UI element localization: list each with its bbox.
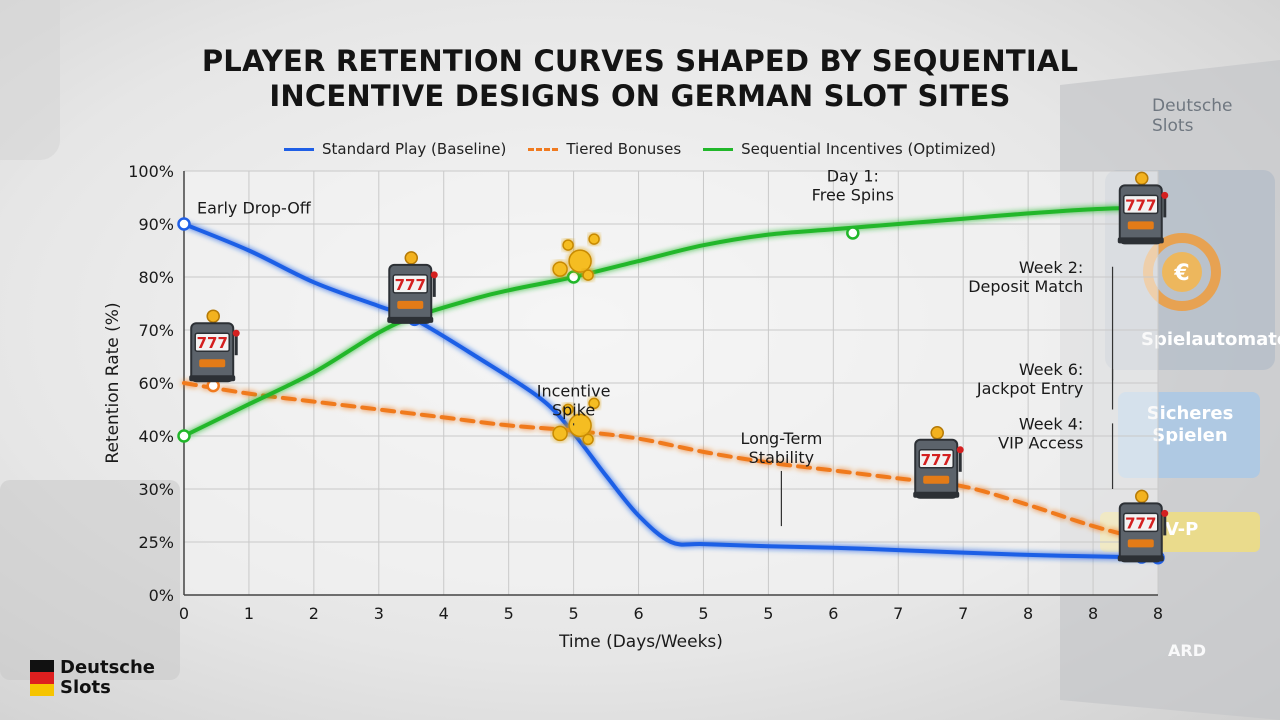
annotation-label: Day 1: bbox=[827, 167, 879, 186]
annotation-label: Deposit Match bbox=[968, 277, 1083, 296]
coin-icon bbox=[568, 249, 592, 273]
coin-icon bbox=[582, 433, 594, 446]
chart-title-line2: INCENTIVE DESIGNS ON GERMAN SLOT SITES bbox=[269, 79, 1011, 113]
x-tick-label: 8 bbox=[1088, 604, 1098, 623]
series-line-sequential bbox=[182, 205, 1160, 438]
annotation-label: Week 6: bbox=[1019, 360, 1084, 379]
annotation-label: Stability bbox=[749, 448, 814, 467]
annotation-label: Incentive bbox=[537, 381, 611, 400]
coin-icon bbox=[582, 269, 594, 281]
y-tick-label: 70% bbox=[138, 321, 174, 340]
x-tick-label: 6 bbox=[633, 604, 643, 623]
svg-text:777: 777 bbox=[1125, 514, 1156, 532]
y-tick-label: 80% bbox=[138, 268, 174, 287]
x-tick-label: 8 bbox=[1023, 604, 1033, 623]
annotation-label: Long-Term bbox=[740, 429, 822, 448]
x-tick-label: 2 bbox=[309, 604, 319, 623]
y-tick-label: 60% bbox=[138, 374, 174, 393]
annotation-label: Jackpot Entry bbox=[976, 379, 1083, 398]
x-tick-label: 5 bbox=[504, 604, 514, 623]
slot-machine-icon: 777 bbox=[189, 309, 240, 383]
x-tick-label: 7 bbox=[893, 604, 903, 623]
annotation-label: Week 2: bbox=[1019, 258, 1084, 277]
series-line-standard bbox=[182, 222, 1160, 560]
background-spielautomaten-label: Spielautomaten bbox=[1141, 329, 1280, 350]
y-tick-label: 25% bbox=[138, 533, 174, 552]
coin-icon bbox=[588, 233, 600, 245]
slot-machine-icon: 777 bbox=[1117, 489, 1169, 563]
svg-text:777: 777 bbox=[197, 334, 228, 352]
coin-icon bbox=[568, 413, 592, 438]
x-tick-label: 3 bbox=[374, 604, 384, 623]
svg-text:777: 777 bbox=[921, 451, 952, 469]
logo-line1: Deutsche bbox=[60, 657, 155, 678]
annotation-label: VIP Access bbox=[998, 433, 1083, 452]
euro-coin-icon bbox=[1162, 252, 1202, 292]
watermark: ARD bbox=[1168, 641, 1206, 660]
logo-line2: Slots bbox=[60, 677, 111, 698]
x-tick-label: 7 bbox=[958, 604, 968, 623]
legend-swatch-sequential bbox=[703, 147, 734, 151]
coin-icon bbox=[588, 397, 600, 410]
svg-text:777: 777 bbox=[395, 276, 426, 294]
coin-icon bbox=[552, 261, 568, 277]
annotation-label: Early Drop-Off bbox=[197, 198, 312, 217]
chart-legend: Standard Play (Baseline) Tiered Bonuses … bbox=[0, 140, 1280, 158]
slot-machine-icon: 777 bbox=[913, 426, 964, 499]
data-point-sequential bbox=[846, 226, 860, 240]
svg-text:777: 777 bbox=[1125, 196, 1156, 214]
slot-machine-icon: 777 bbox=[387, 251, 438, 324]
deutsche-slots-logo: Deutsche Slots bbox=[30, 658, 155, 698]
y-tick-label: 40% bbox=[138, 427, 174, 446]
y-tick-label: 100% bbox=[128, 162, 174, 181]
legend-swatch-tiered bbox=[528, 147, 559, 151]
background-vip-label: V-P bbox=[1165, 519, 1199, 540]
x-tick-label: 5 bbox=[698, 604, 708, 623]
legend-swatch-standard bbox=[284, 147, 314, 151]
background-device-edge bbox=[0, 0, 60, 160]
x-tick-label: 5 bbox=[569, 604, 579, 623]
y-axis-label: Retention Rate (%) bbox=[103, 302, 123, 463]
background-brand: Deutsche Slots bbox=[1152, 96, 1233, 136]
annotation-label: Spike bbox=[552, 400, 595, 419]
legend-label-sequential: Sequential Incentives (Optimized) bbox=[741, 140, 996, 158]
coin-icon bbox=[562, 239, 574, 251]
slot-machine-icon: 777 bbox=[1117, 171, 1169, 245]
background-sicheres-label: Sicheres Spielen bbox=[1146, 403, 1234, 446]
x-tick-label: 4 bbox=[439, 604, 449, 623]
y-tick-label: 90% bbox=[138, 215, 174, 234]
annotation-label: Free Spins bbox=[812, 186, 894, 205]
legend-item-standard: Standard Play (Baseline) bbox=[284, 140, 506, 158]
legend-item-sequential: Sequential Incentives (Optimized) bbox=[703, 140, 996, 158]
data-point-sequential bbox=[177, 429, 191, 443]
x-tick-label: 0 bbox=[179, 604, 189, 623]
y-tick-label: 0% bbox=[149, 586, 174, 605]
chart-title: PLAYER RETENTION CURVES SHAPED BY SEQUEN… bbox=[140, 44, 1140, 114]
x-tick-label: 6 bbox=[828, 604, 838, 623]
x-tick-label: 8 bbox=[1153, 604, 1163, 623]
x-tick-label: 5 bbox=[763, 604, 773, 623]
annotation-label: Week 4: bbox=[1019, 414, 1084, 433]
background-laptop bbox=[0, 480, 180, 680]
data-point-standard bbox=[177, 217, 191, 231]
german-flag-icon bbox=[30, 660, 54, 696]
euro-glyph: € bbox=[1173, 261, 1189, 286]
legend-label-standard: Standard Play (Baseline) bbox=[322, 140, 507, 158]
legend-item-tiered: Tiered Bonuses bbox=[528, 140, 681, 158]
chart-title-line1: PLAYER RETENTION CURVES SHAPED BY SEQUEN… bbox=[201, 44, 1079, 78]
x-axis-label: Time (Days/Weeks) bbox=[558, 632, 723, 652]
coin-icon bbox=[562, 403, 574, 416]
data-point-sequential bbox=[566, 270, 581, 284]
x-tick-label: 1 bbox=[244, 604, 254, 623]
series-line-tiered bbox=[182, 381, 1160, 546]
coin-icon bbox=[552, 425, 568, 442]
legend-label-tiered: Tiered Bonuses bbox=[566, 140, 682, 158]
y-tick-label: 30% bbox=[138, 480, 174, 499]
